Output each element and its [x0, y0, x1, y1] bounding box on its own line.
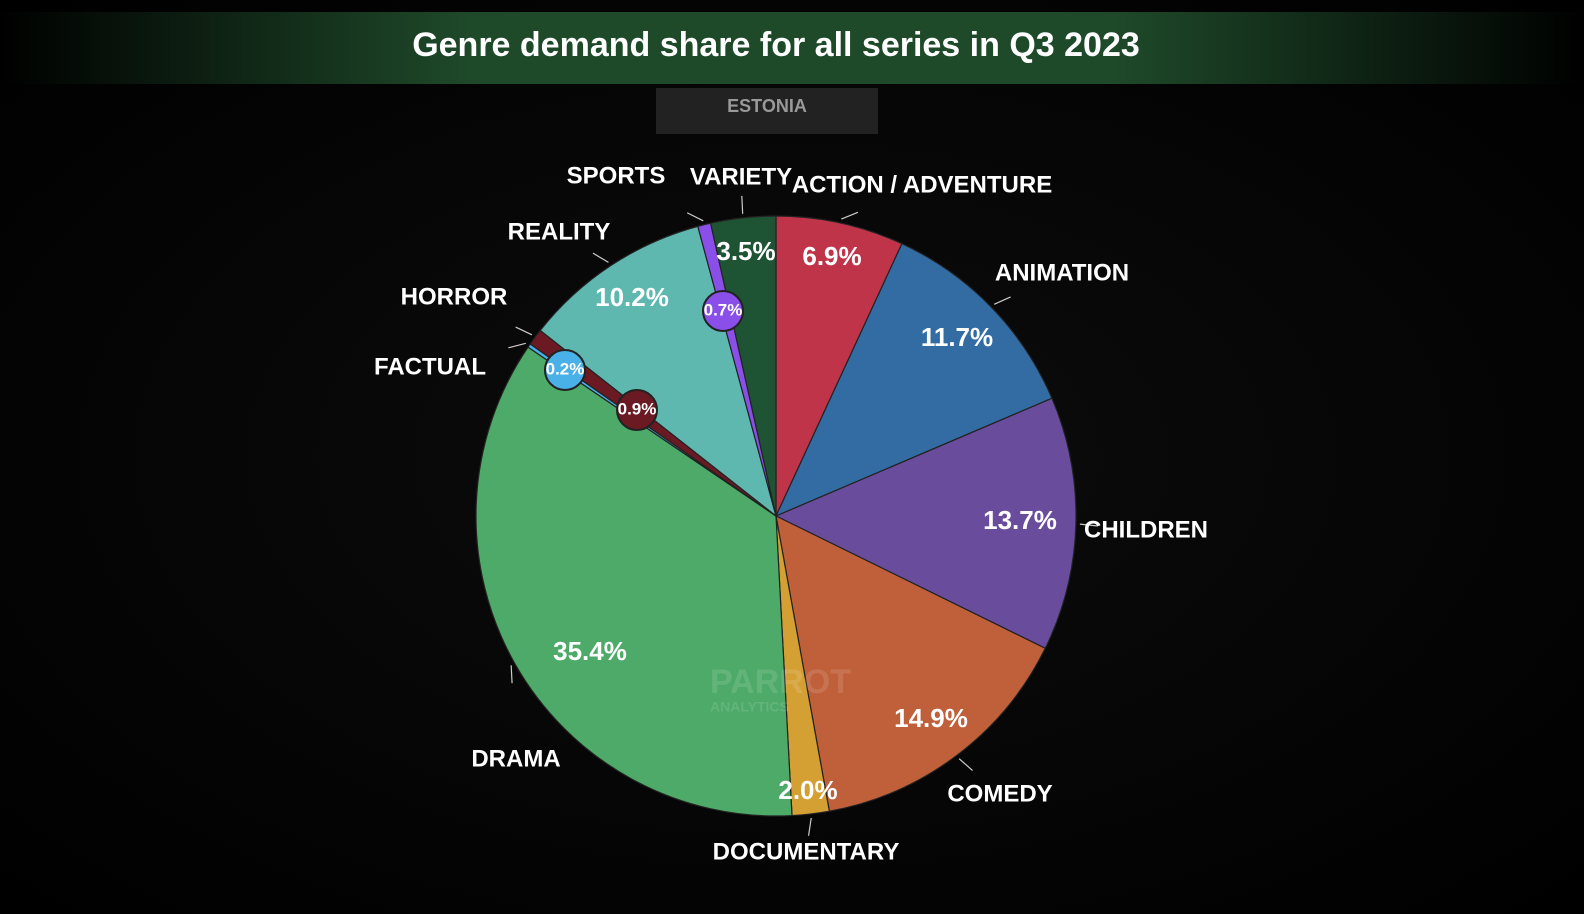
value-label: 6.9%	[802, 241, 861, 271]
value-badge	[544, 349, 586, 391]
value-label: 10.2%	[595, 282, 669, 312]
leader-line	[807, 817, 812, 836]
category-label: CHILDREN	[1084, 516, 1208, 543]
leader-line	[1079, 523, 1098, 527]
value-label: 0.7%	[704, 300, 743, 319]
pie: ACTION / ADVENTURE 6.9% ANIMATION 11.7% CHIL…	[374, 162, 1208, 865]
leader-line	[958, 758, 973, 772]
leader-line	[510, 665, 513, 684]
chart-title: Genre demand share for all series in Q3 …	[412, 26, 1140, 64]
pie-slice	[475, 346, 793, 817]
pie-slice	[775, 215, 903, 517]
leader-line	[741, 195, 744, 214]
leader-line	[508, 342, 526, 349]
value-label: 0.9%	[618, 399, 657, 418]
pie-slice	[774, 397, 1077, 650]
value-label: 11.7%	[921, 322, 993, 352]
subtitle-box	[656, 88, 878, 134]
watermark: ANALYTICS	[710, 699, 789, 715]
category-label: DOCUMENTARY	[713, 838, 900, 865]
leader-line	[686, 212, 704, 222]
value-label: 3.5%	[716, 236, 775, 266]
leader-line	[515, 326, 533, 336]
category-label: ANIMATION	[995, 259, 1129, 286]
pie-slice	[775, 514, 1047, 812]
category-label: REALITY	[508, 218, 611, 245]
category-label: COMEDY	[947, 780, 1052, 807]
value-label: 2.0%	[778, 775, 837, 805]
leader-line	[841, 211, 859, 220]
title-bar	[0, 12, 1584, 84]
category-label: VARIETY	[690, 163, 792, 190]
value-label: 13.7%	[983, 505, 1057, 535]
category-label: SPORTS	[567, 162, 666, 189]
watermark: PARROT	[710, 663, 851, 701]
category-label: FACTUAL	[374, 353, 486, 380]
leader-line	[592, 252, 609, 263]
value-badge	[616, 389, 658, 431]
category-label: DRAMA	[471, 745, 560, 772]
pie-slice	[774, 242, 1053, 518]
leader-line	[993, 296, 1011, 305]
value-label: 35.4%	[553, 636, 627, 666]
category-label: HORROR	[401, 283, 508, 310]
value-badge	[702, 290, 744, 332]
value-label: 14.9%	[894, 703, 968, 733]
value-label: 0.2%	[546, 359, 585, 378]
category-label: ACTION / ADVENTURE	[792, 171, 1052, 198]
subtitle: ESTONIA	[727, 96, 807, 116]
